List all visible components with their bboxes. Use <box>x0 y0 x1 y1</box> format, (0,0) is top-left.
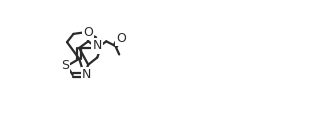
Text: O: O <box>116 32 126 45</box>
Text: O: O <box>83 26 93 39</box>
Text: S: S <box>61 59 69 72</box>
Text: N: N <box>93 39 102 52</box>
Text: N: N <box>82 68 91 82</box>
